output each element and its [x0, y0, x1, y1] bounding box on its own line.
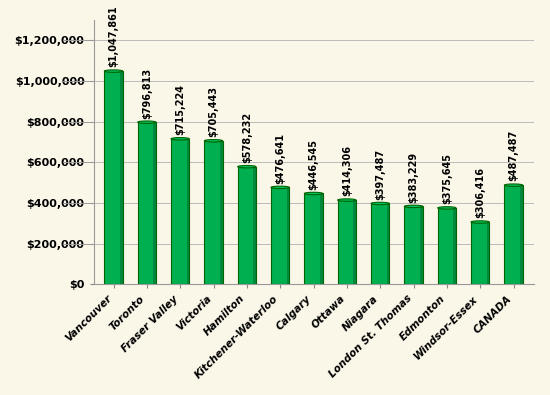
Bar	[420, 206, 422, 284]
Text: $383,229: $383,229	[409, 152, 419, 203]
Bar	[253, 167, 256, 284]
Bar	[320, 194, 323, 284]
Bar	[438, 208, 456, 284]
Bar	[471, 222, 490, 284]
Bar	[520, 185, 522, 284]
Text: $397,487: $397,487	[375, 149, 385, 200]
Bar	[186, 139, 189, 284]
Ellipse shape	[338, 199, 356, 201]
Ellipse shape	[171, 137, 189, 140]
Bar	[453, 208, 456, 284]
Bar	[271, 187, 289, 284]
Text: $414,306: $414,306	[342, 145, 352, 196]
Ellipse shape	[404, 205, 422, 208]
Text: $375,645: $375,645	[442, 153, 452, 204]
Bar	[138, 122, 156, 284]
Text: $715,224: $715,224	[175, 84, 185, 135]
Text: $306,416: $306,416	[475, 167, 485, 218]
Text: $446,545: $446,545	[309, 139, 318, 190]
Bar	[104, 71, 123, 284]
Ellipse shape	[438, 207, 456, 209]
Ellipse shape	[471, 221, 490, 223]
Bar	[287, 187, 289, 284]
Text: $476,641: $476,641	[275, 133, 285, 184]
Bar	[205, 141, 223, 284]
Bar	[387, 203, 389, 284]
Text: $796,813: $796,813	[142, 68, 152, 118]
Bar	[304, 194, 323, 284]
Bar	[404, 206, 422, 284]
Bar	[153, 122, 156, 284]
Ellipse shape	[238, 166, 256, 168]
Ellipse shape	[138, 121, 156, 123]
Ellipse shape	[205, 139, 223, 142]
Bar	[487, 222, 490, 284]
Text: $578,232: $578,232	[242, 112, 252, 163]
Ellipse shape	[371, 202, 389, 205]
Text: $1,047,861: $1,047,861	[108, 6, 118, 68]
Text: $487,487: $487,487	[509, 130, 519, 181]
Bar	[353, 200, 356, 284]
Ellipse shape	[104, 70, 123, 72]
Bar	[220, 141, 223, 284]
Bar	[171, 139, 189, 284]
Ellipse shape	[271, 186, 289, 188]
Text: $705,443: $705,443	[208, 86, 218, 137]
Bar	[504, 185, 522, 284]
Bar	[338, 200, 356, 284]
Ellipse shape	[504, 184, 522, 186]
Bar	[120, 71, 123, 284]
Bar	[238, 167, 256, 284]
Bar	[371, 203, 389, 284]
Ellipse shape	[304, 192, 323, 195]
